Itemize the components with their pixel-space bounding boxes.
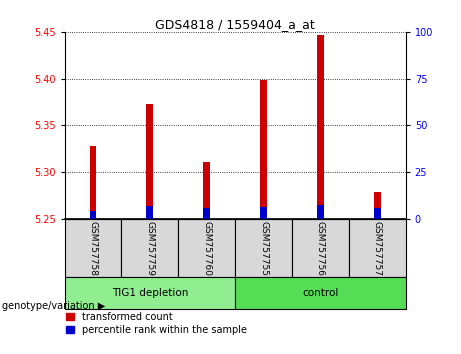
Bar <box>235 277 406 309</box>
Bar <box>65 218 121 277</box>
Legend: transformed count, percentile rank within the sample: transformed count, percentile rank withi… <box>66 312 247 335</box>
Bar <box>349 218 406 277</box>
Bar <box>374 208 381 218</box>
Text: control: control <box>302 288 338 298</box>
Text: GSM757757: GSM757757 <box>373 222 382 276</box>
Bar <box>65 277 235 309</box>
Bar <box>374 193 381 218</box>
Text: GSM757759: GSM757759 <box>145 222 154 276</box>
Bar <box>178 218 235 277</box>
Bar <box>203 162 210 218</box>
Bar <box>203 208 210 218</box>
Text: GSM757758: GSM757758 <box>89 222 97 276</box>
Bar <box>89 211 96 218</box>
Bar <box>121 218 178 277</box>
Text: GSM757760: GSM757760 <box>202 222 211 276</box>
Bar <box>292 218 349 277</box>
Bar <box>147 104 153 218</box>
Text: genotype/variation ▶: genotype/variation ▶ <box>2 301 106 311</box>
Bar <box>235 218 292 277</box>
Bar <box>89 146 96 218</box>
Text: GSM757755: GSM757755 <box>259 222 268 276</box>
Bar <box>260 207 267 218</box>
Bar <box>260 80 267 218</box>
Title: GDS4818 / 1559404_a_at: GDS4818 / 1559404_a_at <box>155 18 315 31</box>
Bar <box>317 205 324 218</box>
Bar <box>317 35 324 218</box>
Text: TIG1 depletion: TIG1 depletion <box>112 288 188 298</box>
Bar <box>147 206 153 218</box>
Text: GSM757756: GSM757756 <box>316 222 325 276</box>
